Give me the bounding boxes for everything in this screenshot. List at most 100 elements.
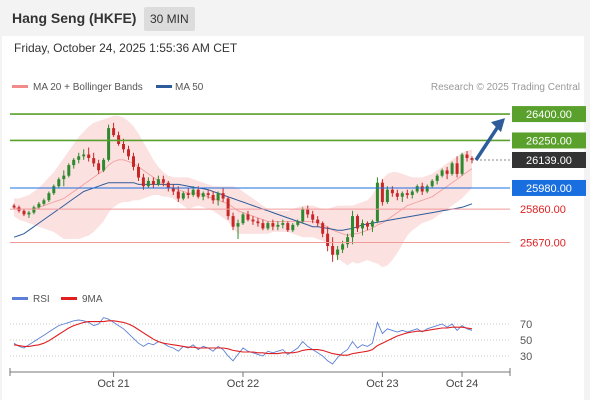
candle-body bbox=[241, 214, 245, 224]
candle-body bbox=[291, 224, 295, 231]
candle-body bbox=[156, 179, 160, 185]
x-tick-label: Oct 23 bbox=[366, 378, 398, 390]
candle-body bbox=[211, 195, 215, 201]
candle-body bbox=[276, 224, 280, 227]
candle-body bbox=[141, 177, 145, 187]
candle-body bbox=[176, 191, 180, 199]
candle-body bbox=[206, 193, 210, 195]
candle-body bbox=[137, 166, 140, 178]
candle-body bbox=[266, 223, 270, 229]
candle-body bbox=[117, 135, 121, 144]
forecast-arrow-head bbox=[491, 118, 505, 133]
forecast-arrow-shaft bbox=[474, 124, 501, 161]
instrument-title: Hang Seng (HKFE) bbox=[12, 10, 137, 26]
rsi-ma-line bbox=[13, 320, 473, 356]
candle-body bbox=[246, 214, 250, 220]
candle-body bbox=[236, 223, 240, 227]
level-label-box bbox=[512, 132, 586, 149]
candle-body bbox=[261, 223, 265, 229]
candle-body bbox=[166, 182, 170, 188]
candle-body bbox=[22, 210, 26, 215]
candle-body bbox=[47, 193, 51, 201]
candle-body bbox=[390, 189, 394, 194]
level-label: 25980.00 bbox=[526, 183, 572, 195]
rsi-tick-label: 70 bbox=[520, 319, 532, 331]
candle-body bbox=[151, 180, 155, 185]
candle-body bbox=[445, 170, 449, 174]
candle-body bbox=[221, 193, 225, 199]
level-label: 26139.00 bbox=[526, 155, 572, 167]
candle-body bbox=[77, 156, 81, 160]
candle-body bbox=[97, 163, 101, 171]
chart-header: Hang Seng (HKFE) 30 MIN bbox=[0, 0, 590, 36]
candle-body bbox=[405, 193, 409, 195]
candle-body bbox=[400, 193, 404, 197]
candle-body bbox=[395, 193, 399, 197]
bollinger-band bbox=[14, 115, 472, 268]
rsi-line bbox=[13, 317, 473, 365]
x-tick-label: Oct 22 bbox=[227, 378, 259, 390]
candle-body bbox=[271, 223, 275, 227]
candle-body bbox=[191, 189, 195, 195]
candle-body bbox=[450, 163, 454, 174]
level-label: 26250.00 bbox=[526, 135, 572, 147]
candle-body bbox=[370, 221, 374, 227]
candle-body bbox=[37, 203, 41, 208]
candle-body bbox=[226, 198, 230, 217]
rsi-tick-label: 30 bbox=[520, 351, 532, 363]
candle-body bbox=[316, 219, 320, 224]
legend-label-9ma: 9MA bbox=[82, 294, 103, 305]
candle-body bbox=[256, 221, 260, 224]
level-label: 25860.00 bbox=[520, 204, 566, 216]
candle-body bbox=[27, 212, 31, 215]
candle-body bbox=[361, 223, 364, 229]
legend-label-ma50: MA 50 bbox=[175, 82, 204, 93]
candle-body bbox=[380, 182, 384, 203]
candle-body bbox=[231, 216, 235, 227]
candle-body bbox=[52, 186, 56, 194]
candle-body bbox=[127, 149, 130, 157]
candle-body bbox=[420, 186, 424, 192]
level-label-box bbox=[512, 151, 586, 168]
candle-body bbox=[42, 200, 46, 204]
candle-body bbox=[82, 154, 86, 157]
candle-body bbox=[460, 154, 464, 174]
candle-body bbox=[72, 159, 76, 166]
candle-body bbox=[356, 216, 359, 229]
candle-body bbox=[470, 158, 474, 160]
candle-body bbox=[12, 205, 16, 208]
candle-body bbox=[92, 158, 96, 164]
candle-body bbox=[32, 207, 36, 213]
legend-swatch-ma20 bbox=[12, 85, 28, 88]
ma50-line bbox=[13, 182, 473, 238]
candle-body bbox=[366, 223, 369, 227]
level-label-box bbox=[512, 106, 586, 123]
rsi-tick-label: 50 bbox=[520, 335, 532, 347]
candle-body bbox=[351, 216, 354, 238]
candle-body bbox=[336, 249, 340, 255]
candle-body bbox=[326, 233, 330, 246]
candle-body bbox=[301, 209, 305, 222]
x-tick-label: Oct 21 bbox=[97, 378, 129, 390]
level-label: 25670.00 bbox=[520, 238, 566, 250]
x-tick-label: Oct 24 bbox=[446, 378, 478, 390]
candle-body bbox=[415, 186, 419, 192]
candle-body bbox=[375, 182, 379, 222]
candle-body bbox=[286, 223, 290, 231]
candle-body bbox=[181, 193, 185, 199]
candle-body bbox=[216, 193, 220, 201]
candle-body bbox=[62, 175, 66, 180]
candle-body bbox=[146, 180, 150, 187]
legend-label-rsi: RSI bbox=[33, 294, 50, 305]
legend-swatch-rsi bbox=[12, 297, 28, 300]
timestamp: Friday, October 24, 2025 1:55:36 AM CET bbox=[14, 41, 238, 55]
candle-body bbox=[122, 144, 125, 150]
interval-button[interactable]: 30 MIN bbox=[144, 7, 195, 31]
candle-body bbox=[251, 219, 255, 222]
candle-body bbox=[171, 188, 175, 192]
candle-body bbox=[430, 180, 434, 187]
candle-body bbox=[196, 189, 200, 197]
candle-body bbox=[107, 128, 111, 160]
candle-body bbox=[435, 175, 439, 181]
candle-body bbox=[465, 154, 469, 158]
